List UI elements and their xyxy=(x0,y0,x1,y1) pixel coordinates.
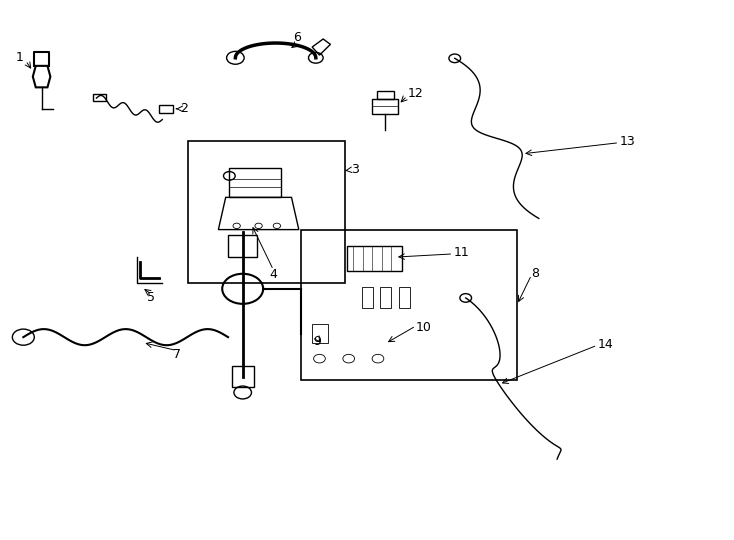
Bar xyxy=(301,230,517,380)
Text: 8: 8 xyxy=(531,267,539,280)
Bar xyxy=(347,246,402,271)
Text: 2: 2 xyxy=(181,103,189,116)
Bar xyxy=(372,99,399,114)
Bar xyxy=(232,366,254,387)
Text: 3: 3 xyxy=(351,163,359,176)
Text: 12: 12 xyxy=(407,87,423,100)
Text: 7: 7 xyxy=(173,348,181,361)
Text: 13: 13 xyxy=(619,134,635,147)
Bar xyxy=(159,105,173,113)
Bar xyxy=(377,91,394,99)
Text: 14: 14 xyxy=(597,338,613,350)
Bar xyxy=(362,287,373,308)
Text: 1: 1 xyxy=(15,51,23,64)
Text: 5: 5 xyxy=(148,292,156,305)
Bar xyxy=(92,94,106,101)
Bar xyxy=(312,323,328,342)
Bar xyxy=(229,168,280,197)
Text: 4: 4 xyxy=(269,268,277,281)
Bar xyxy=(188,141,345,284)
Text: 11: 11 xyxy=(454,246,469,259)
Text: 9: 9 xyxy=(313,335,321,348)
Bar xyxy=(399,287,410,308)
Text: 6: 6 xyxy=(294,31,302,44)
Bar xyxy=(228,235,258,256)
Bar xyxy=(380,287,391,308)
Text: 10: 10 xyxy=(416,321,432,334)
